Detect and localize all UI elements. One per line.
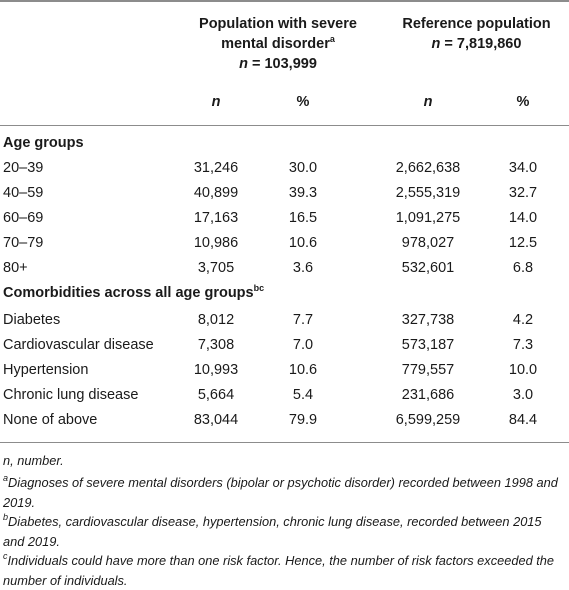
cell-pct2: 14.0 — [508, 210, 538, 226]
section-title-comorbidities: Comorbidities across all age groupsbc — [3, 283, 265, 302]
row-label: 20–39 — [3, 160, 44, 176]
footnote-b: bDiabetes, cardiovascular disease, hyper… — [3, 512, 542, 549]
footnote-a: aDiagnoses of severe mental disorders (b… — [3, 473, 558, 510]
table-bottom-rule — [0, 442, 569, 443]
row-label: Diabetes — [3, 312, 61, 328]
cell-pct2: 12.5 — [508, 235, 538, 251]
group1-title-line2: mental disordera — [221, 34, 335, 53]
cell-pct2: 84.4 — [508, 412, 538, 428]
cell-n1: 17,163 — [193, 210, 239, 226]
row-label: 70–79 — [3, 235, 44, 251]
cell-pct2: 32.7 — [508, 185, 538, 201]
group2-title-line1: Reference population — [402, 16, 551, 32]
cell-n2: 231,686 — [401, 387, 455, 403]
cell-n1: 10,986 — [193, 235, 239, 251]
cell-pct2: 34.0 — [508, 160, 538, 176]
cell-n2: 327,738 — [401, 312, 455, 328]
cell-pct1: 7.0 — [292, 337, 314, 353]
footnote-c: cIndividuals could have more than one ri… — [3, 551, 555, 588]
cell-n2: 2,662,638 — [395, 160, 461, 176]
row-label: Cardiovascular disease — [3, 337, 154, 353]
cell-pct1: 16.5 — [288, 210, 318, 226]
cell-n2: 978,027 — [401, 235, 455, 251]
cell-n1: 7,308 — [197, 337, 235, 353]
cell-pct2: 4.2 — [512, 312, 534, 328]
group1-n: n = 103,999 — [239, 56, 317, 72]
cell-pct2: 7.3 — [512, 337, 534, 353]
cell-pct1: 79.9 — [288, 412, 318, 428]
cell-n1: 10,993 — [193, 362, 239, 378]
group2-title: Reference population n = 7,819,860 — [384, 14, 569, 54]
footnote-abbrev: n, number. — [3, 453, 64, 468]
cell-n2: 1,091,275 — [395, 210, 461, 226]
cell-pct2: 6.8 — [512, 260, 534, 276]
col-header-n2: n — [423, 94, 433, 110]
col-header-n1: n — [211, 94, 221, 110]
cell-pct1: 39.3 — [288, 185, 318, 201]
cell-n1: 31,246 — [193, 160, 239, 176]
cell-pct1: 10.6 — [288, 235, 318, 251]
group1-title: Population with severe mental disordera … — [163, 14, 393, 74]
cell-n2: 573,187 — [401, 337, 455, 353]
row-label: 60–69 — [3, 210, 44, 226]
cell-n2: 779,557 — [401, 362, 455, 378]
cell-pct2: 3.0 — [512, 387, 534, 403]
col-header-pct1: % — [296, 94, 310, 110]
cell-n2: 2,555,319 — [395, 185, 461, 201]
cell-pct1: 30.0 — [288, 160, 318, 176]
row-label: 40–59 — [3, 185, 44, 201]
cell-n1: 40,899 — [193, 185, 239, 201]
cell-n1: 83,044 — [193, 412, 239, 428]
col-header-pct2: % — [516, 94, 530, 110]
section-title-age-groups: Age groups — [3, 135, 84, 151]
header-rule — [0, 125, 569, 126]
row-label: None of above — [3, 412, 98, 428]
cell-pct2: 10.0 — [508, 362, 538, 378]
cell-pct1: 7.7 — [292, 312, 314, 328]
cell-n1: 5,664 — [197, 387, 235, 403]
cell-n2: 532,601 — [401, 260, 455, 276]
cell-pct1: 10.6 — [288, 362, 318, 378]
group1-title-line1: Population with severe — [199, 16, 357, 32]
row-label: 80+ — [3, 260, 28, 276]
cell-pct1: 3.6 — [292, 260, 314, 276]
group2-n: n = 7,819,860 — [431, 36, 522, 52]
cell-n1: 3,705 — [197, 260, 235, 276]
row-label: Hypertension — [3, 362, 89, 378]
cell-n2: 6,599,259 — [395, 412, 461, 428]
cell-pct1: 5.4 — [292, 387, 314, 403]
table-top-rule — [0, 0, 569, 2]
cell-n1: 8,012 — [197, 312, 235, 328]
row-label: Chronic lung disease — [3, 387, 139, 403]
